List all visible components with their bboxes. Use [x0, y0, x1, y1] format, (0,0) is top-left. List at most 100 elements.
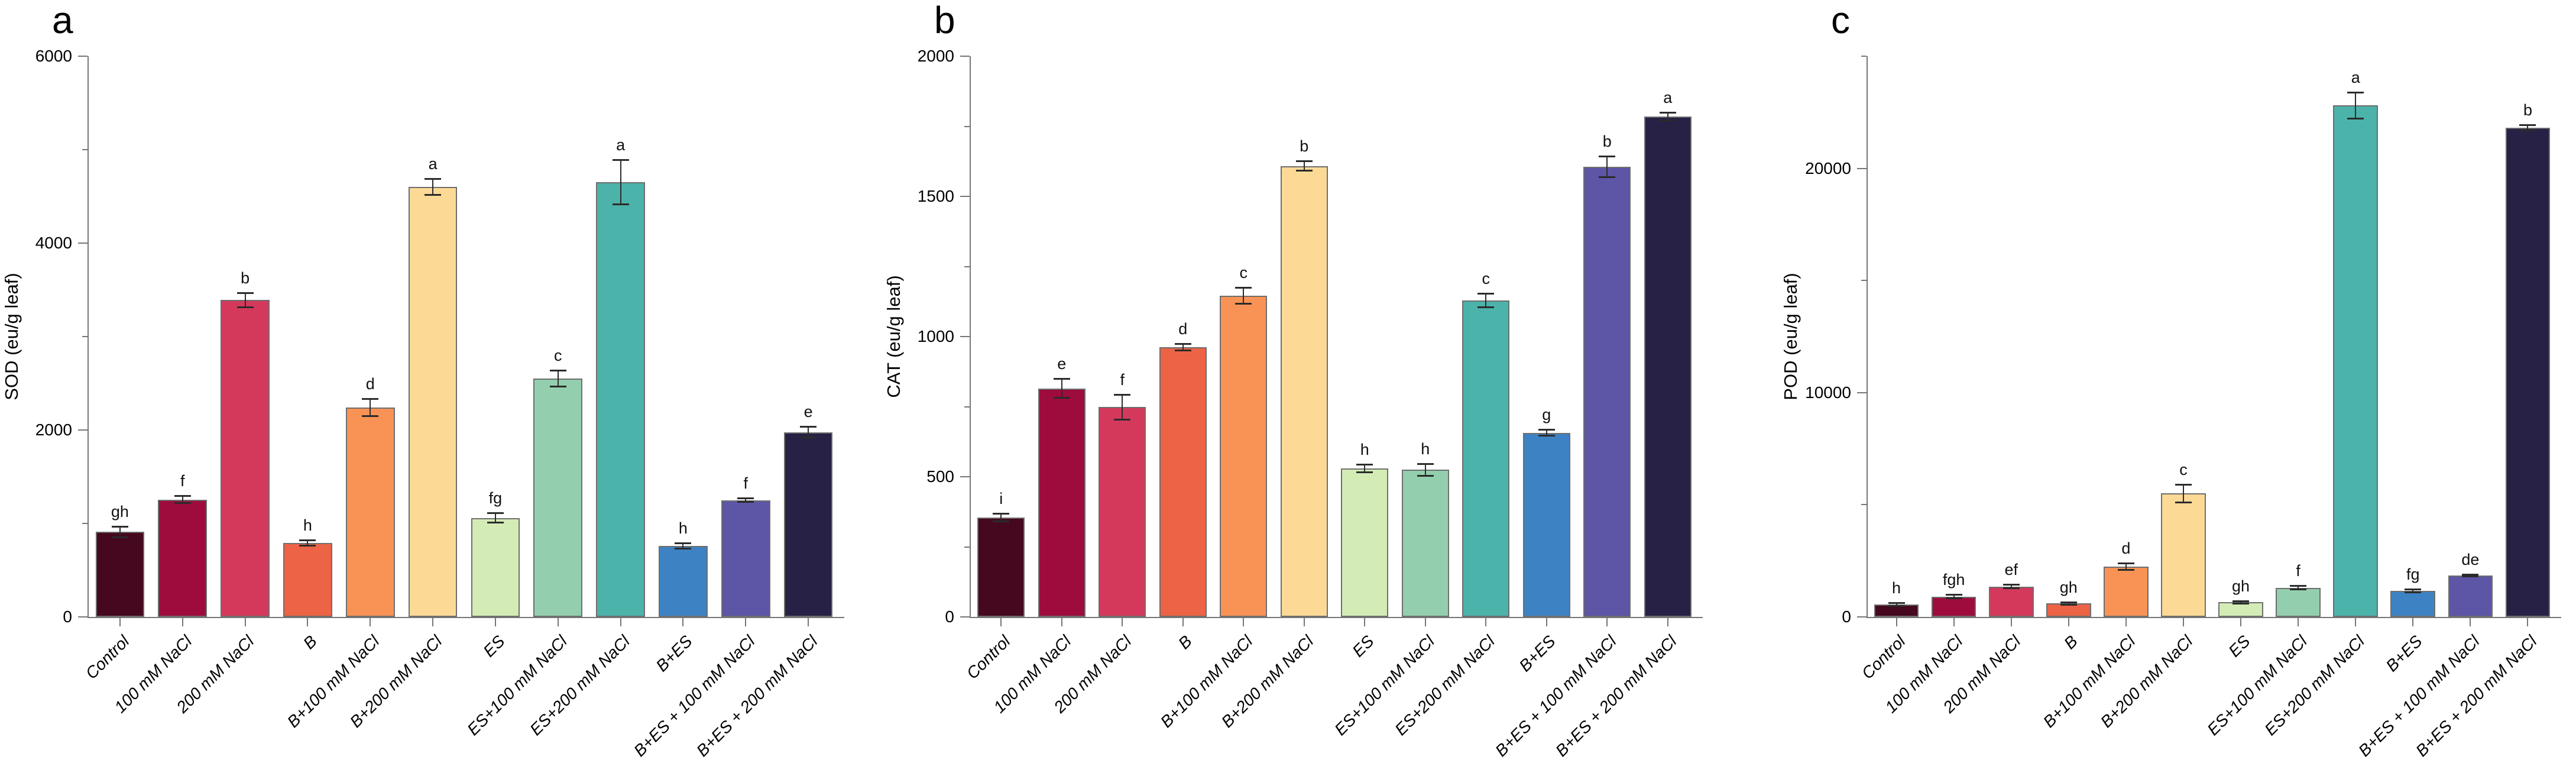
y-tick-label: 1000: [917, 327, 954, 345]
y-tick-label: 6000: [35, 47, 72, 65]
sig-letter: f: [2296, 562, 2300, 580]
error-bar-cap-top: [1235, 287, 1252, 289]
y-tick-minor: [82, 336, 88, 337]
x-tick: [2355, 618, 2357, 626]
error-bar-cap-top: [1295, 160, 1313, 163]
error-bar-cap-bottom: [1599, 176, 1616, 179]
error-bar-cap-top: [2060, 601, 2077, 603]
error-bar-cap-top: [1599, 156, 1616, 158]
x-tick: [1364, 618, 1366, 626]
x-tick-label: B: [2060, 632, 2081, 653]
x-tick: [1545, 618, 1547, 626]
error-bar-cap-top: [2003, 584, 2020, 586]
error-bar-cap-top: [2405, 589, 2422, 591]
bar: [1522, 432, 1570, 617]
y-tick-major: [960, 476, 970, 477]
y-tick-label: 2000: [35, 421, 72, 439]
sig-letter: b: [1300, 137, 1309, 156]
y-tick-label: 500: [926, 467, 954, 486]
error-bar-cap-bottom: [174, 502, 191, 505]
sig-letter: a: [2351, 68, 2360, 86]
error-bar-cap-bottom: [993, 520, 1010, 522]
error-bar-cap-top: [1945, 594, 1962, 596]
bar: [221, 300, 270, 617]
bar: [1644, 116, 1692, 617]
y-tick-minor: [964, 546, 970, 548]
x-tick-label: ES+200 mM NaCl: [2261, 632, 2368, 739]
error-bar-cap-bottom: [487, 522, 504, 524]
sig-letter: fgh: [1942, 571, 1965, 589]
x-tick-label: ES: [2224, 632, 2254, 661]
bar: [1099, 407, 1146, 617]
error-bar-cap-bottom: [1888, 604, 1905, 607]
bar: [596, 182, 645, 617]
y-tick-label: 20000: [1805, 159, 1851, 177]
error-bar: [307, 540, 309, 546]
bar: [721, 500, 770, 617]
y-tick-major: [78, 56, 88, 57]
x-axis-spine: [88, 617, 844, 618]
error-bar: [1953, 594, 1955, 599]
y-tick-major: [1857, 616, 1867, 617]
x-tick: [1424, 618, 1426, 626]
error-bar-cap-top: [549, 369, 566, 371]
error-bar-cap-bottom: [2060, 603, 2077, 606]
error-bar-cap-bottom: [1174, 349, 1191, 351]
error-bar-cap-top: [993, 512, 1010, 515]
error-bar-cap-top: [2175, 483, 2192, 486]
error-bar-cap-top: [1174, 343, 1191, 345]
error-bar: [808, 426, 809, 438]
panel-c: c POD (eu/g leaf) 0 10000 20000 h Control fgh…: [1717, 0, 2575, 763]
error-bar: [2470, 574, 2471, 577]
x-tick-label: B: [1174, 632, 1195, 653]
x-tick: [2527, 618, 2529, 626]
bar: [2448, 575, 2493, 617]
x-tick: [370, 618, 371, 626]
sig-letter: gh: [2059, 578, 2078, 596]
error-bar: [119, 526, 121, 538]
y-tick-label: 4000: [35, 234, 72, 252]
error-bar: [1424, 463, 1426, 476]
error-bar: [432, 178, 434, 196]
bar: [1159, 347, 1207, 617]
x-axis-spine: [970, 617, 1703, 618]
error-bar-cap-top: [1114, 394, 1131, 396]
bar: [408, 187, 458, 617]
y-tick-major: [1857, 392, 1867, 393]
sig-letter: f: [743, 474, 748, 492]
y-tick-major: [960, 616, 970, 617]
sig-letter: ef: [2004, 561, 2018, 579]
error-bar: [494, 512, 496, 523]
error-bar-cap-bottom: [111, 536, 128, 538]
sig-letter: b: [1602, 132, 1612, 151]
error-bar: [2068, 602, 2069, 605]
sig-letter: a: [428, 154, 438, 173]
bar: [1341, 468, 1389, 617]
bar: [1462, 300, 1510, 617]
error-bar: [1061, 379, 1062, 399]
x-tick: [1243, 618, 1245, 626]
bar: [471, 518, 520, 617]
sig-letter: d: [1178, 320, 1188, 338]
y-tick-label: 1500: [917, 187, 954, 205]
error-bar-cap-top: [236, 292, 254, 294]
sig-letter: gh: [2232, 577, 2250, 595]
error-bar-cap-bottom: [2347, 118, 2364, 120]
error-bar-cap-bottom: [236, 306, 254, 309]
error-bar-cap-top: [1888, 602, 1905, 604]
error-bar: [2298, 586, 2299, 590]
x-tick-label: ES: [1349, 632, 1378, 661]
error-bar-cap-bottom: [2232, 603, 2250, 604]
error-bar-cap-top: [487, 512, 504, 514]
bar: [659, 545, 708, 617]
error-bar-cap-bottom: [675, 547, 692, 549]
sig-letter: fg: [2406, 565, 2420, 584]
error-bar: [620, 160, 621, 205]
y-tick-major: [960, 336, 970, 337]
bar: [1280, 166, 1328, 617]
bar: [1988, 586, 2034, 617]
x-tick-label: B+ES + 200 mM NaCl: [1552, 632, 1680, 760]
sig-letter: b: [241, 269, 250, 287]
error-bar: [370, 399, 371, 417]
sig-letter: f: [180, 472, 185, 490]
